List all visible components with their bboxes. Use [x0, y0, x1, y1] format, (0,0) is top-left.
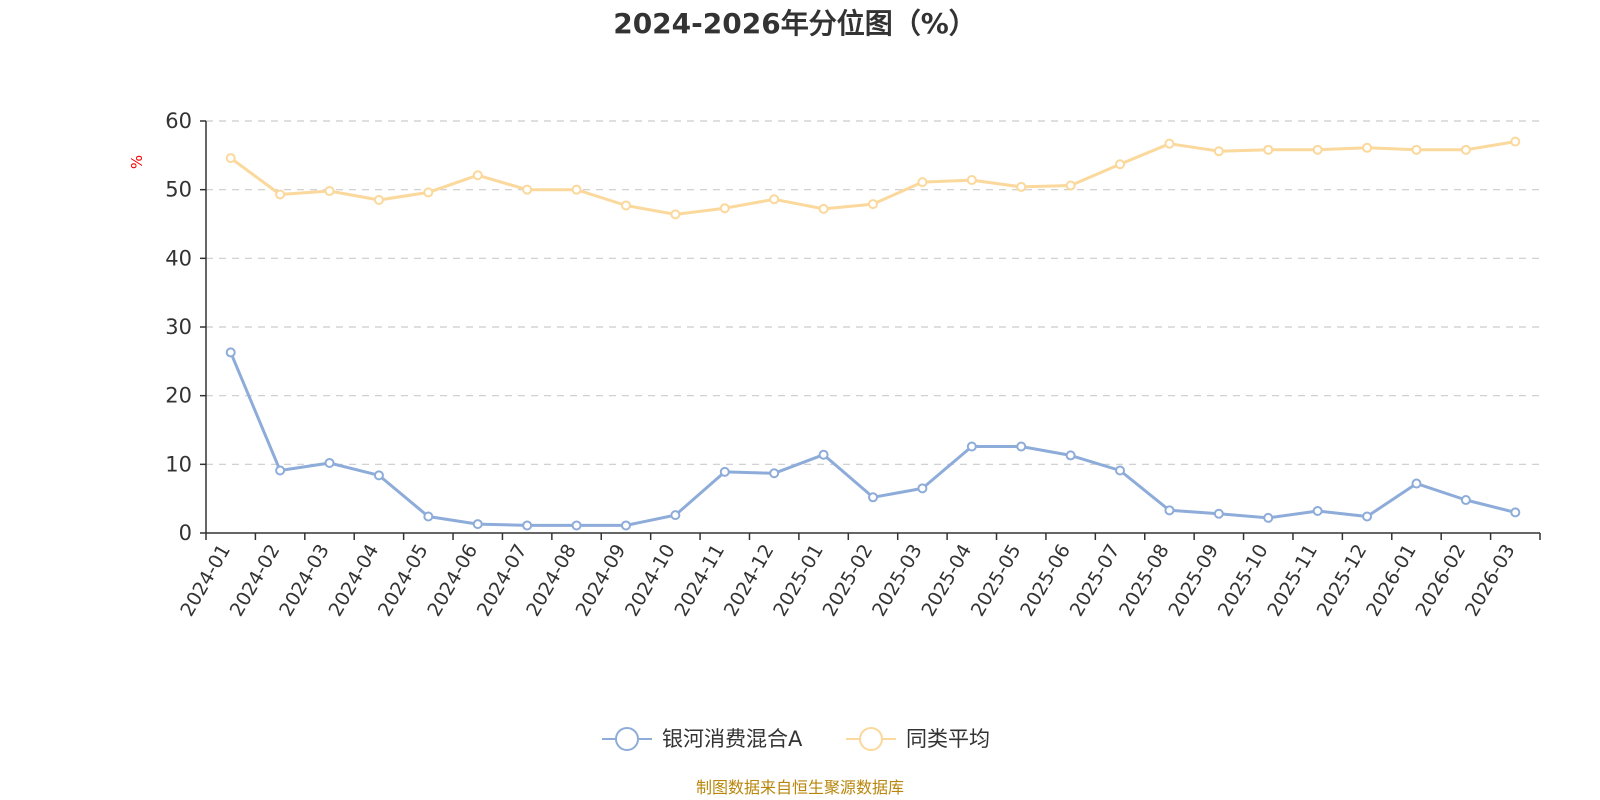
data-point-a: [1411, 478, 1422, 489]
data-point-a: [1213, 508, 1224, 519]
legend-marker-b: [859, 727, 883, 751]
data-point-b: [1362, 142, 1373, 153]
data-point-b: [1263, 144, 1274, 155]
y-tick-label: 30: [165, 315, 192, 339]
data-point-b: [1312, 144, 1323, 155]
data-point-b: [522, 184, 533, 195]
chart-title: 2024-2026年分位图（%）: [613, 7, 977, 40]
legend-label-a: 银河消费混合A: [662, 727, 803, 751]
data-point-a: [275, 465, 286, 476]
data-point-a: [1263, 512, 1274, 523]
data-point-a: [966, 441, 977, 452]
y-tick-label: 0: [179, 521, 192, 545]
data-point-b: [1065, 180, 1076, 191]
data-point-b: [868, 199, 878, 210]
data-point-b: [1213, 146, 1224, 157]
data-point-b: [1016, 181, 1027, 192]
y-tick-label: 20: [165, 384, 192, 408]
y-tick-label: 50: [165, 178, 192, 202]
data-point-b: [1460, 144, 1471, 155]
source-note: 制图数据来自恒生聚源数据库: [696, 778, 904, 797]
data-point-b: [1164, 138, 1175, 149]
legend[interactable]: 银河消费混合A 同类平均: [602, 727, 990, 751]
data-point-b: [1115, 159, 1126, 170]
data-point-b: [620, 200, 631, 211]
data-point-a: [620, 520, 631, 531]
data-point-a: [1510, 507, 1521, 518]
data-point-a: [373, 470, 384, 481]
data-point-b: [1510, 136, 1521, 147]
data-point-a: [769, 468, 780, 479]
data-point-a: [670, 510, 681, 521]
data-point-a: [719, 466, 730, 477]
data-point-a: [1115, 465, 1126, 476]
data-point-b: [818, 203, 829, 214]
data-point-b: [571, 184, 582, 195]
data-point-b: [225, 153, 236, 164]
data-point-a: [423, 511, 434, 522]
data-point-a: [522, 520, 533, 531]
data-point-b: [373, 194, 384, 205]
data-point-b: [1411, 144, 1422, 155]
y-tick-label: 60: [165, 109, 192, 133]
legend-item-series-a[interactable]: 银河消费混合A: [602, 727, 803, 751]
data-point-a: [1460, 495, 1471, 506]
x-tick-label: 2026-03: [1461, 541, 1520, 621]
data-point-b: [670, 209, 681, 220]
data-point-a: [571, 520, 582, 531]
data-point-b: [769, 194, 780, 205]
legend-label-b: 同类平均: [906, 727, 990, 751]
y-tick-label: 40: [165, 246, 192, 270]
data-point-b: [275, 189, 286, 200]
y-axis-unit: %: [128, 155, 146, 169]
data-point-a: [1065, 450, 1076, 461]
axes: 01020304050602024-012024-022024-032024-0…: [165, 109, 1541, 621]
data-point-b: [917, 177, 928, 188]
data-point-a: [1164, 505, 1175, 516]
data-point-a: [225, 347, 236, 358]
data-point-a: [1362, 511, 1373, 522]
grid-lines: [206, 120, 1540, 465]
legend-marker-a: [615, 727, 639, 751]
data-point-b: [423, 187, 434, 198]
data-point-a: [472, 519, 483, 530]
data-point-a: [818, 449, 829, 460]
data-point-a: [917, 483, 928, 494]
data-point-a: [1016, 441, 1027, 452]
legend-item-series-b[interactable]: 同类平均: [846, 727, 990, 751]
data-point-a: [868, 492, 878, 503]
data-point-b: [719, 203, 730, 214]
data-point-b: [472, 170, 483, 181]
y-tick-label: 10: [165, 452, 192, 476]
data-point-b: [324, 186, 335, 197]
data-point-a: [1312, 506, 1323, 517]
series-layer: [225, 136, 1521, 531]
data-point-a: [324, 457, 335, 468]
data-point-b: [966, 175, 977, 186]
